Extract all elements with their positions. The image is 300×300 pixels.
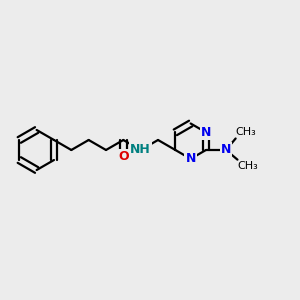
Text: NH: NH — [130, 143, 151, 157]
Text: N: N — [185, 152, 196, 165]
Text: CH₃: CH₃ — [238, 161, 258, 171]
Text: O: O — [118, 149, 129, 163]
Text: CH₃: CH₃ — [236, 127, 256, 137]
Text: N: N — [221, 143, 231, 157]
Text: N: N — [201, 126, 211, 139]
